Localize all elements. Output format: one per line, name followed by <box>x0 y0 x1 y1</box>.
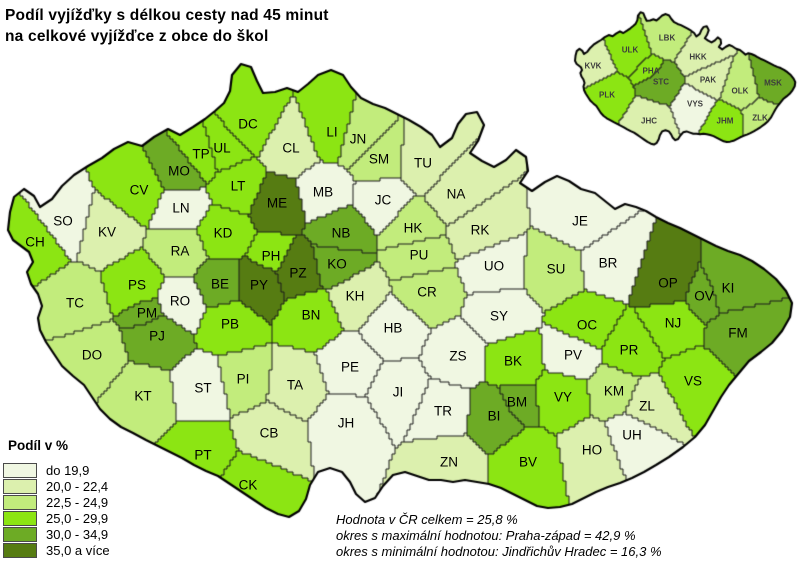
legend-label: 20,0 - 22,4 <box>46 479 109 494</box>
legend-row: 25,0 - 29,9 <box>3 511 110 526</box>
legend-row: 22,5 - 24,9 <box>3 495 110 510</box>
legend-swatch <box>3 527 37 542</box>
summary-annotations: Hodnota v ČR celkem = 25,8 % okres s max… <box>336 512 662 559</box>
legend-label: 35,0 a více <box>46 543 110 558</box>
title-line-1: Podíl vyjížďky s délkou cesty nad 45 min… <box>5 7 329 24</box>
title-line-2: na celkové vyjížďce z obce do škol <box>5 28 269 45</box>
legend-row: do 19,9 <box>3 463 110 478</box>
legend-label: 22,5 - 24,9 <box>46 495 109 510</box>
legend-swatch <box>3 479 37 494</box>
legend-row: 30,0 - 34,9 <box>3 527 110 542</box>
legend-title: Podíl v % <box>8 438 69 453</box>
legend-row: 20,0 - 22,4 <box>3 479 110 494</box>
annotation-line-2: okres s maximální hodnotou: Praha-západ … <box>336 527 636 543</box>
legend: Podíl v % do 19,9 20,0 - 22,4 22,5 - 24,… <box>3 438 110 559</box>
legend-swatch <box>3 495 37 510</box>
legend-row: 35,0 a více <box>3 543 110 558</box>
annotation-line-3: okres s minimální hodnotou: Jindřichův H… <box>336 543 662 559</box>
legend-swatch <box>3 543 37 558</box>
legend-label: do 19,9 <box>46 463 90 478</box>
legend-label: 25,0 - 29,9 <box>46 511 109 526</box>
legend-swatch <box>3 463 37 478</box>
legend-swatch <box>3 511 37 526</box>
map-title: Podíl vyjížďky s délkou cesty nad 45 min… <box>5 5 329 47</box>
legend-label: 30,0 - 34,9 <box>46 527 109 542</box>
annotation-line-1: Hodnota v ČR celkem = 25,8 % <box>336 512 518 527</box>
